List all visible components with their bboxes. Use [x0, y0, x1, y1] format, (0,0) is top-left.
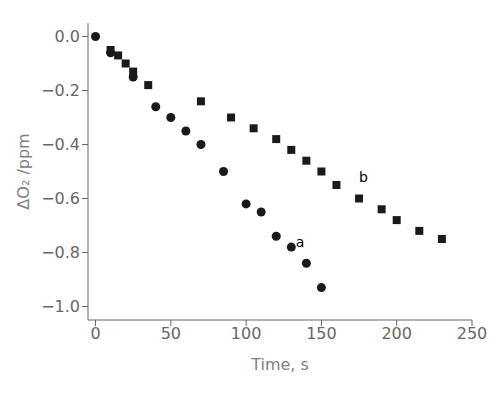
- svg-text:50: 50: [161, 324, 181, 343]
- svg-text:−0.2: −0.2: [41, 81, 80, 100]
- svg-text:−1.0: −1.0: [41, 297, 80, 316]
- svg-text:0.0: 0.0: [55, 27, 80, 46]
- svg-text:100: 100: [231, 324, 262, 343]
- svg-text:0: 0: [90, 324, 100, 343]
- svg-text:ΔO₂ /ppm: ΔO₂ /ppm: [14, 133, 33, 209]
- svg-text:200: 200: [381, 324, 412, 343]
- svg-text:Time, s: Time, s: [250, 355, 309, 374]
- svg-text:−0.6: −0.6: [41, 189, 80, 208]
- svg-text:b: b: [359, 169, 368, 185]
- svg-text:150: 150: [306, 324, 337, 343]
- svg-text:−0.8: −0.8: [41, 243, 80, 262]
- svg-text:250: 250: [457, 324, 488, 343]
- svg-text:a: a: [296, 234, 305, 250]
- svg-text:−0.4: −0.4: [41, 135, 80, 154]
